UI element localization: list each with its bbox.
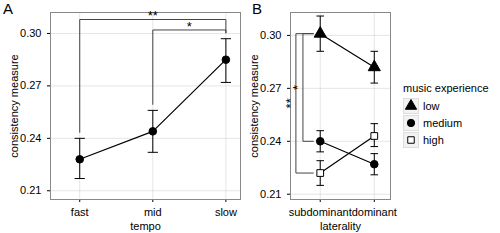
svg-text:fast: fast — [71, 206, 89, 218]
svg-text:dominant: dominant — [352, 206, 397, 218]
svg-text:**: ** — [283, 98, 298, 108]
html-text:A: A — [3, 0, 13, 17]
svg-text:mid: mid — [144, 206, 162, 218]
svg-text:0.21: 0.21 — [260, 188, 281, 200]
svg-text:*: * — [290, 85, 305, 90]
svg-text:tempo: tempo — [130, 220, 161, 232]
svg-text:0.24: 0.24 — [20, 132, 41, 144]
svg-text:0.30: 0.30 — [20, 27, 41, 39]
svg-text:consistency measure: consistency measure — [248, 54, 260, 157]
svg-text:**: ** — [148, 8, 158, 23]
svg-text:consistency measure: consistency measure — [8, 54, 20, 157]
svg-text:0.21: 0.21 — [20, 184, 41, 196]
svg-text:*: * — [187, 19, 192, 34]
html-text:low: low — [423, 99, 440, 112]
svg-text:slow: slow — [215, 206, 237, 218]
svg-text:laterality: laterality — [320, 220, 361, 232]
svg-text:0.24: 0.24 — [260, 135, 281, 147]
html-text:medium: medium — [423, 116, 463, 129]
html-text:music experience: music experience — [403, 82, 489, 94]
svg-text:0.30: 0.30 — [260, 29, 281, 41]
svg-text:0.27: 0.27 — [20, 79, 41, 91]
html-text:high: high — [423, 133, 444, 146]
svg-text:0.27: 0.27 — [260, 82, 281, 94]
html-text:B: B — [252, 0, 262, 17]
svg-text:subdominant: subdominant — [289, 206, 352, 218]
